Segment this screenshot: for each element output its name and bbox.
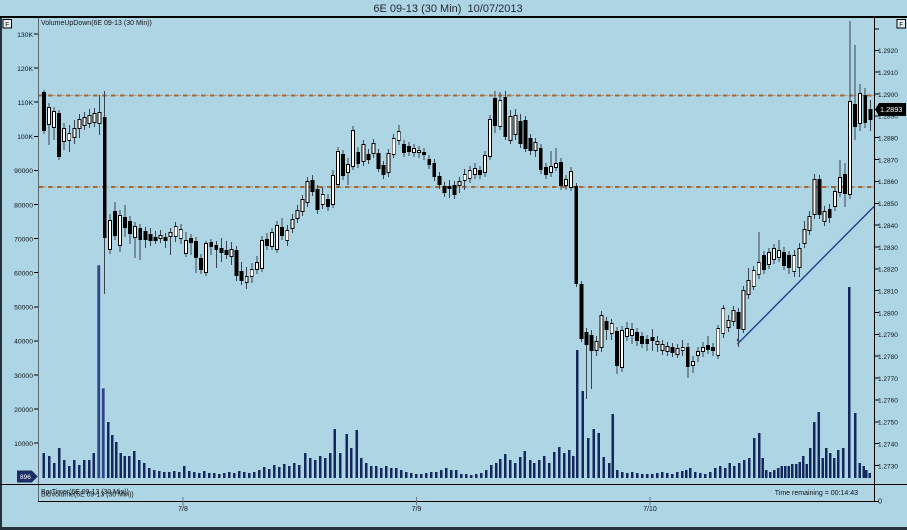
svg-text:1.2760: 1.2760 — [878, 398, 898, 405]
svg-text:0: 0 — [878, 497, 882, 506]
svg-text:70000: 70000 — [14, 236, 33, 243]
svg-text:1.2920: 1.2920 — [878, 48, 898, 55]
svg-text:40000: 40000 — [14, 339, 33, 346]
svg-text:1.2893: 1.2893 — [880, 105, 902, 114]
svg-text:50000: 50000 — [14, 305, 33, 312]
svg-text:1.2820: 1.2820 — [878, 267, 898, 274]
svg-text:VolumeUpDown(6E 09-13 (30 Min): VolumeUpDown(6E 09-13 (30 Min)) — [41, 20, 152, 27]
svg-text:1.2890: 1.2890 — [878, 114, 898, 121]
svg-text:1.2770: 1.2770 — [878, 376, 898, 383]
svg-text:1.2790: 1.2790 — [878, 332, 898, 339]
svg-text:100K: 100K — [17, 134, 33, 141]
svg-text:80000: 80000 — [14, 202, 33, 209]
svg-text:1.2810: 1.2810 — [878, 289, 898, 296]
svg-text:1.2910: 1.2910 — [878, 70, 898, 77]
svg-text:BarTimer(6E 09-13 (30 Min)): BarTimer(6E 09-13 (30 Min)) — [41, 489, 129, 496]
svg-text:7/9: 7/9 — [412, 506, 422, 513]
svg-text:1.2800: 1.2800 — [878, 310, 898, 317]
svg-text:F: F — [899, 22, 903, 29]
svg-text:1.2730: 1.2730 — [878, 463, 898, 470]
svg-text:1.2860: 1.2860 — [878, 179, 898, 186]
svg-text:20000: 20000 — [14, 407, 33, 414]
svg-text:1.2750: 1.2750 — [878, 420, 898, 427]
svg-text:1.2740: 1.2740 — [878, 441, 898, 448]
svg-text:1.2830: 1.2830 — [878, 245, 898, 252]
svg-text:F: F — [5, 22, 9, 29]
svg-text:120K: 120K — [17, 66, 33, 73]
svg-text:130K: 130K — [17, 32, 33, 39]
svg-text:10000: 10000 — [14, 441, 33, 448]
svg-text:90000: 90000 — [14, 168, 33, 175]
svg-text:30000: 30000 — [14, 373, 33, 380]
svg-text:1.2840: 1.2840 — [878, 223, 898, 230]
svg-text:BidVolume(6E 09-13 (30 Min)): BidVolume(6E 09-13 (30 Min)) — [41, 491, 134, 498]
svg-text:896: 896 — [20, 474, 31, 481]
svg-text:1.2900: 1.2900 — [878, 92, 898, 99]
svg-text:1.2780: 1.2780 — [878, 354, 898, 361]
svg-text:Time remaining = 00:14:43: Time remaining = 00:14:43 — [775, 490, 858, 497]
svg-text:1.2850: 1.2850 — [878, 201, 898, 208]
svg-text:7/8: 7/8 — [178, 506, 188, 513]
svg-text:110K: 110K — [18, 100, 34, 107]
svg-text:6E 09-13 (30 Min) 10/07/2013: 6E 09-13 (30 Min) 10/07/2013 — [373, 3, 522, 15]
svg-text:1.2870: 1.2870 — [878, 157, 898, 164]
svg-text:7/10: 7/10 — [643, 506, 657, 513]
svg-text:1.2880: 1.2880 — [878, 136, 898, 143]
svg-text:60000: 60000 — [14, 271, 33, 278]
